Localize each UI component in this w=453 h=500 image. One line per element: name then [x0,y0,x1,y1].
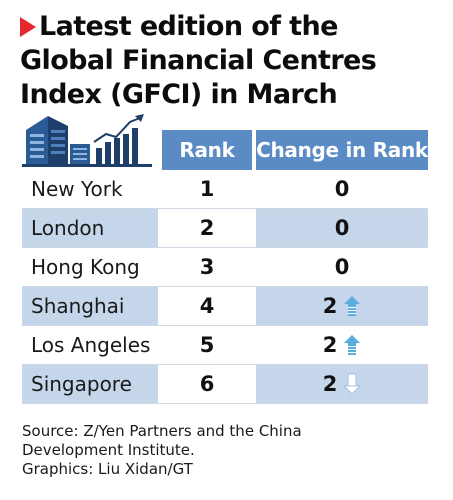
rank-value: 3 [199,255,215,279]
change-cell: 2 [256,365,428,403]
red-triangle-icon [20,17,36,37]
change-cell: 0 [256,209,428,247]
title-text-2: Global Financial Centres [20,45,377,76]
source-line-2: Development Institute. [22,441,195,459]
table-row: Los Angeles 5 2 [22,326,428,365]
title-line-2: Global Financial Centres [20,44,440,78]
rank-value: 6 [199,372,215,396]
city-name: Shanghai [31,294,125,318]
change-value: 2 [322,294,338,318]
graphics-credit: Graphics: Liu Xidan/GT [22,460,193,478]
arrow-down-icon [343,373,362,395]
finance-buildings-icon [22,104,156,170]
title-text-1: Latest edition of the [39,11,338,42]
change-cell: 0 [256,170,428,208]
table-row: London 2 0 [22,209,428,248]
arrow-up-icon [344,335,361,355]
column-header-change-in-rank: Change in Rank [256,130,428,170]
rank-value: 1 [199,177,215,201]
change-cell: 0 [256,248,428,286]
rank-value: 5 [199,333,215,357]
table-row: Singapore 6 2 [22,365,428,404]
change-value: 0 [334,255,350,279]
arrow-up-icon [344,296,361,316]
table-row: New York 1 0 [22,170,428,209]
table-row: Shanghai 4 2 [22,287,428,326]
source-line-1: Source: Z/Yen Partners and the China [22,422,302,440]
title-line-1: Latest edition of the [20,10,440,44]
rank-value: 2 [199,216,215,240]
table-row: Hong Kong 3 0 [22,248,428,287]
city-name: Los Angeles [31,333,151,357]
city-name: Hong Kong [31,255,140,279]
change-value: 0 [334,216,350,240]
column-header-rank: Rank [162,130,252,170]
chart-title: Latest edition of the Global Financial C… [20,10,440,112]
city-name: London [31,216,105,240]
ranking-table: New York 1 0 London 2 0 Hong Kong 3 0 Shanghai 4 2 L… [22,170,428,404]
footer-credits: Source: Z/Yen Partners and the China Dev… [22,422,442,479]
rank-value: 4 [199,294,215,318]
change-value: 0 [334,177,350,201]
title-text-3: Index (GFCI) in March [20,79,338,110]
change-value: 2 [322,372,338,396]
change-cell: 2 [256,287,428,325]
buildings-chart-illustration [22,114,152,167]
change-value: 2 [322,333,338,357]
title-line-3: Index (GFCI) in March [20,78,440,112]
city-name: Singapore [31,372,132,396]
city-name: New York [31,177,123,201]
change-cell: 2 [256,326,428,364]
